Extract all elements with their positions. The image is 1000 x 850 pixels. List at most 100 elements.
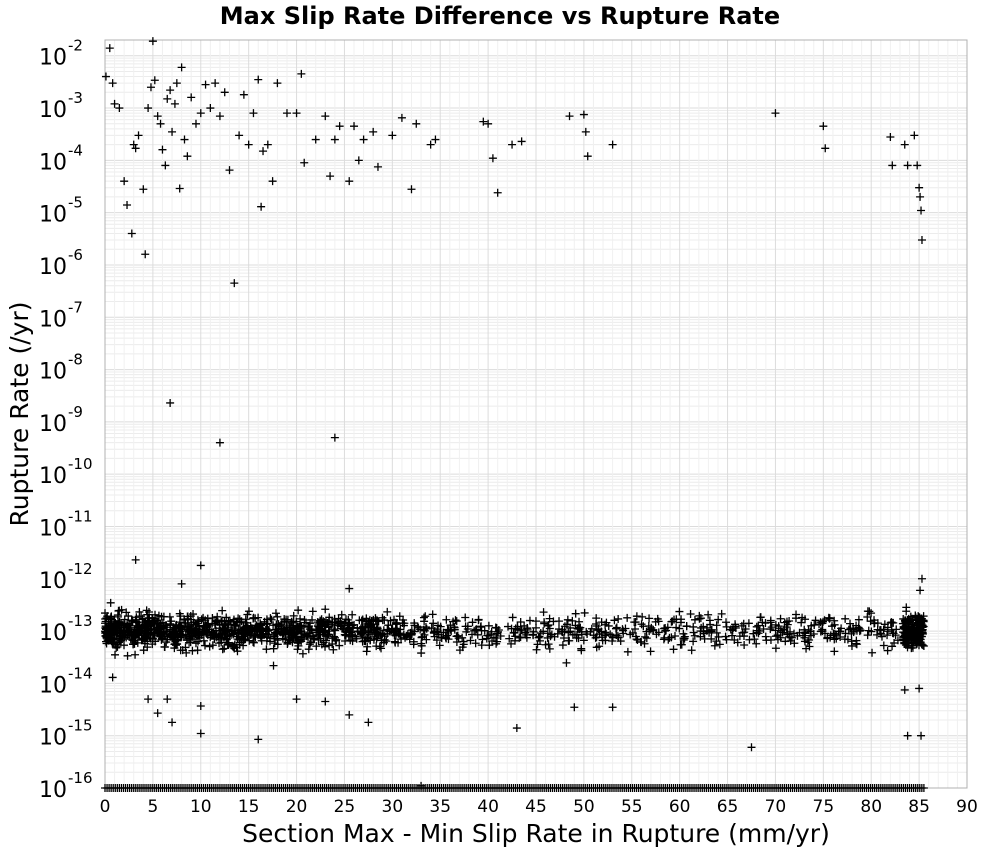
data-point — [317, 617, 326, 626]
data-point — [766, 618, 775, 627]
data-point — [915, 684, 924, 693]
data-point — [397, 113, 406, 122]
data-point — [612, 623, 621, 632]
data-point — [171, 641, 180, 650]
data-point — [231, 622, 240, 631]
y-tick-label: 10-14 — [39, 664, 93, 698]
data-point — [545, 624, 554, 633]
data-point — [904, 639, 913, 648]
data-point — [841, 614, 850, 623]
data-point — [565, 112, 574, 121]
data-point — [771, 644, 780, 653]
data-point — [410, 627, 419, 636]
data-point — [215, 112, 224, 121]
data-point — [273, 620, 282, 629]
data-point — [168, 718, 177, 727]
data-point — [653, 614, 662, 623]
data-point — [163, 94, 172, 103]
data-point — [832, 634, 841, 643]
data-point — [133, 638, 142, 647]
y-tick-exponent: -6 — [68, 246, 83, 264]
data-point — [807, 621, 816, 630]
data-point — [229, 642, 238, 651]
data-point — [111, 650, 120, 659]
data-point — [459, 637, 468, 646]
data-point — [767, 623, 776, 632]
data-point — [304, 629, 313, 638]
data-point — [539, 627, 548, 636]
data-point — [759, 624, 768, 633]
data-point — [917, 625, 926, 634]
data-point — [253, 622, 262, 631]
data-point — [532, 623, 541, 632]
x-tick-label: 10 — [190, 797, 212, 817]
data-point — [163, 695, 172, 704]
data-point — [516, 633, 525, 642]
data-point — [474, 616, 483, 625]
data-point — [116, 631, 125, 640]
y-tick-exponent: -8 — [68, 351, 83, 369]
data-point — [315, 626, 324, 635]
data-point — [825, 614, 834, 623]
data-point — [394, 638, 403, 647]
data-point — [677, 640, 686, 649]
data-point — [187, 93, 196, 102]
data-point — [269, 644, 278, 653]
data-point — [676, 618, 685, 627]
data-point — [295, 622, 304, 631]
data-point — [106, 613, 115, 622]
data-point — [342, 628, 351, 637]
data-point — [747, 743, 756, 752]
data-point — [106, 619, 115, 628]
data-point — [115, 606, 124, 615]
y-tick-exponent: -2 — [68, 37, 83, 55]
data-point — [493, 188, 502, 197]
data-point — [689, 622, 698, 631]
data-point — [110, 99, 119, 108]
data-point — [912, 628, 921, 637]
data-point — [350, 122, 359, 131]
y-tick-label: 10-12 — [39, 560, 93, 594]
data-point — [329, 645, 338, 654]
data-point — [108, 673, 117, 682]
data-point — [129, 140, 138, 149]
data-point — [413, 622, 422, 631]
data-point — [824, 613, 833, 622]
data-point — [888, 161, 897, 170]
data-point — [196, 729, 205, 738]
data-point — [461, 613, 470, 622]
data-point — [917, 616, 926, 625]
data-point — [292, 695, 301, 704]
data-point — [353, 624, 362, 633]
data-point — [462, 627, 471, 636]
data-point — [157, 635, 166, 644]
data-point — [383, 629, 392, 638]
data-point — [505, 634, 514, 643]
data-point — [632, 612, 641, 621]
data-point — [431, 135, 440, 144]
data-point — [422, 635, 431, 644]
data-point — [188, 646, 197, 655]
data-point — [879, 641, 888, 650]
data-point — [206, 633, 215, 642]
data-point — [328, 640, 337, 649]
y-tick-exponent: -16 — [68, 769, 93, 787]
data-point — [778, 628, 787, 637]
data-point — [484, 621, 493, 630]
data-point — [161, 161, 170, 170]
data-point — [405, 635, 414, 644]
data-point — [793, 631, 802, 640]
y-tick-exponent: -4 — [68, 141, 83, 159]
data-point — [821, 144, 830, 153]
data-point — [148, 37, 157, 46]
data-point — [477, 641, 486, 650]
data-point — [640, 632, 649, 641]
data-point — [744, 619, 753, 628]
data-point — [900, 140, 909, 149]
data-point — [883, 631, 892, 640]
data-point — [412, 119, 421, 128]
data-point — [393, 620, 402, 629]
y-tick-exponent: -10 — [68, 455, 93, 473]
data-point — [555, 617, 564, 626]
x-axis-label: Section Max - Min Slip Rate in Rupture (… — [242, 819, 830, 848]
